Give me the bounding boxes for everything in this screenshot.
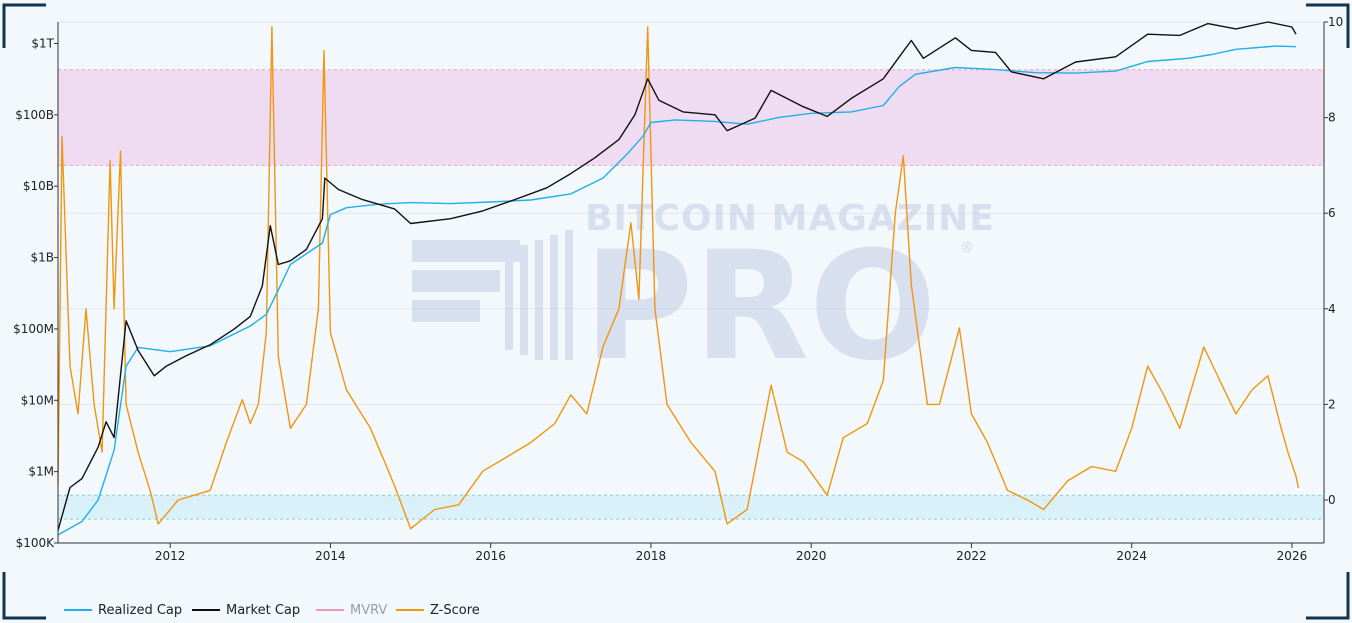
y-right-tick-label: 2 — [1328, 397, 1336, 411]
series-layer — [57, 21, 1300, 536]
frame-corner-tl — [2, 3, 46, 48]
x-tick-label: 2022 — [956, 549, 987, 563]
legend: Realized Cap Market Cap MVRV Z-Score — [64, 603, 480, 618]
y-right-tick-label: 10 — [1328, 15, 1343, 29]
x-tick-label: 2026 — [1277, 549, 1308, 563]
frame-corners — [2, 3, 1350, 620]
watermark-line2: PRO — [584, 220, 937, 394]
y-left-tick-label: $100B — [15, 108, 54, 122]
y-left-tick-label: $10M — [21, 393, 54, 407]
x-tick-label: 2012 — [155, 549, 186, 563]
frame-corner-tr — [1306, 3, 1350, 48]
y-left-tick-label: $1M — [28, 465, 54, 479]
frame-corner-bl — [2, 572, 46, 620]
y-right-tick-label: 4 — [1328, 302, 1336, 316]
y-left-tick-label: $100M — [13, 322, 54, 336]
x-tick-label: 2024 — [1116, 549, 1147, 563]
y-axis-left: $100K $1M $10M $100M $1B $10B $100B $1T — [13, 36, 58, 550]
watermark-mark: ® — [960, 240, 974, 256]
series-z-score-line — [57, 26, 1300, 530]
x-tick-label: 2016 — [475, 549, 506, 563]
x-tick-label: 2014 — [315, 549, 346, 563]
y-right-tick-label: 0 — [1328, 493, 1336, 507]
y-left-tick-label: $1B — [30, 251, 54, 265]
x-tick-label: 2018 — [636, 549, 667, 563]
plot-border — [57, 22, 1325, 544]
y-right-tick-label: 6 — [1328, 206, 1336, 220]
x-tick-label: 2020 — [796, 549, 827, 563]
y-left-tick-label: $100K — [16, 536, 56, 550]
y-axis-right: 0 2 4 6 8 10 — [1324, 15, 1343, 507]
low-zone-band — [58, 495, 1324, 520]
series-realized-cap-line — [57, 45, 1297, 536]
frame-corner-br — [1306, 572, 1350, 620]
series-market-cap-line — [57, 21, 1297, 531]
y-right-tick-label: 8 — [1328, 111, 1336, 125]
y-left-tick-label: $10B — [23, 179, 54, 193]
legend-label: MVRV — [350, 603, 387, 618]
y-left-tick-label: $1T — [31, 36, 54, 50]
x-axis: 2012 2014 2016 2018 2020 2022 2024 2026 — [155, 543, 1307, 563]
legend-label: Realized Cap — [98, 603, 182, 618]
legend-label: Market Cap — [226, 603, 300, 618]
watermark-logo-icon — [412, 230, 573, 360]
legend-label: Z-Score — [430, 603, 480, 618]
